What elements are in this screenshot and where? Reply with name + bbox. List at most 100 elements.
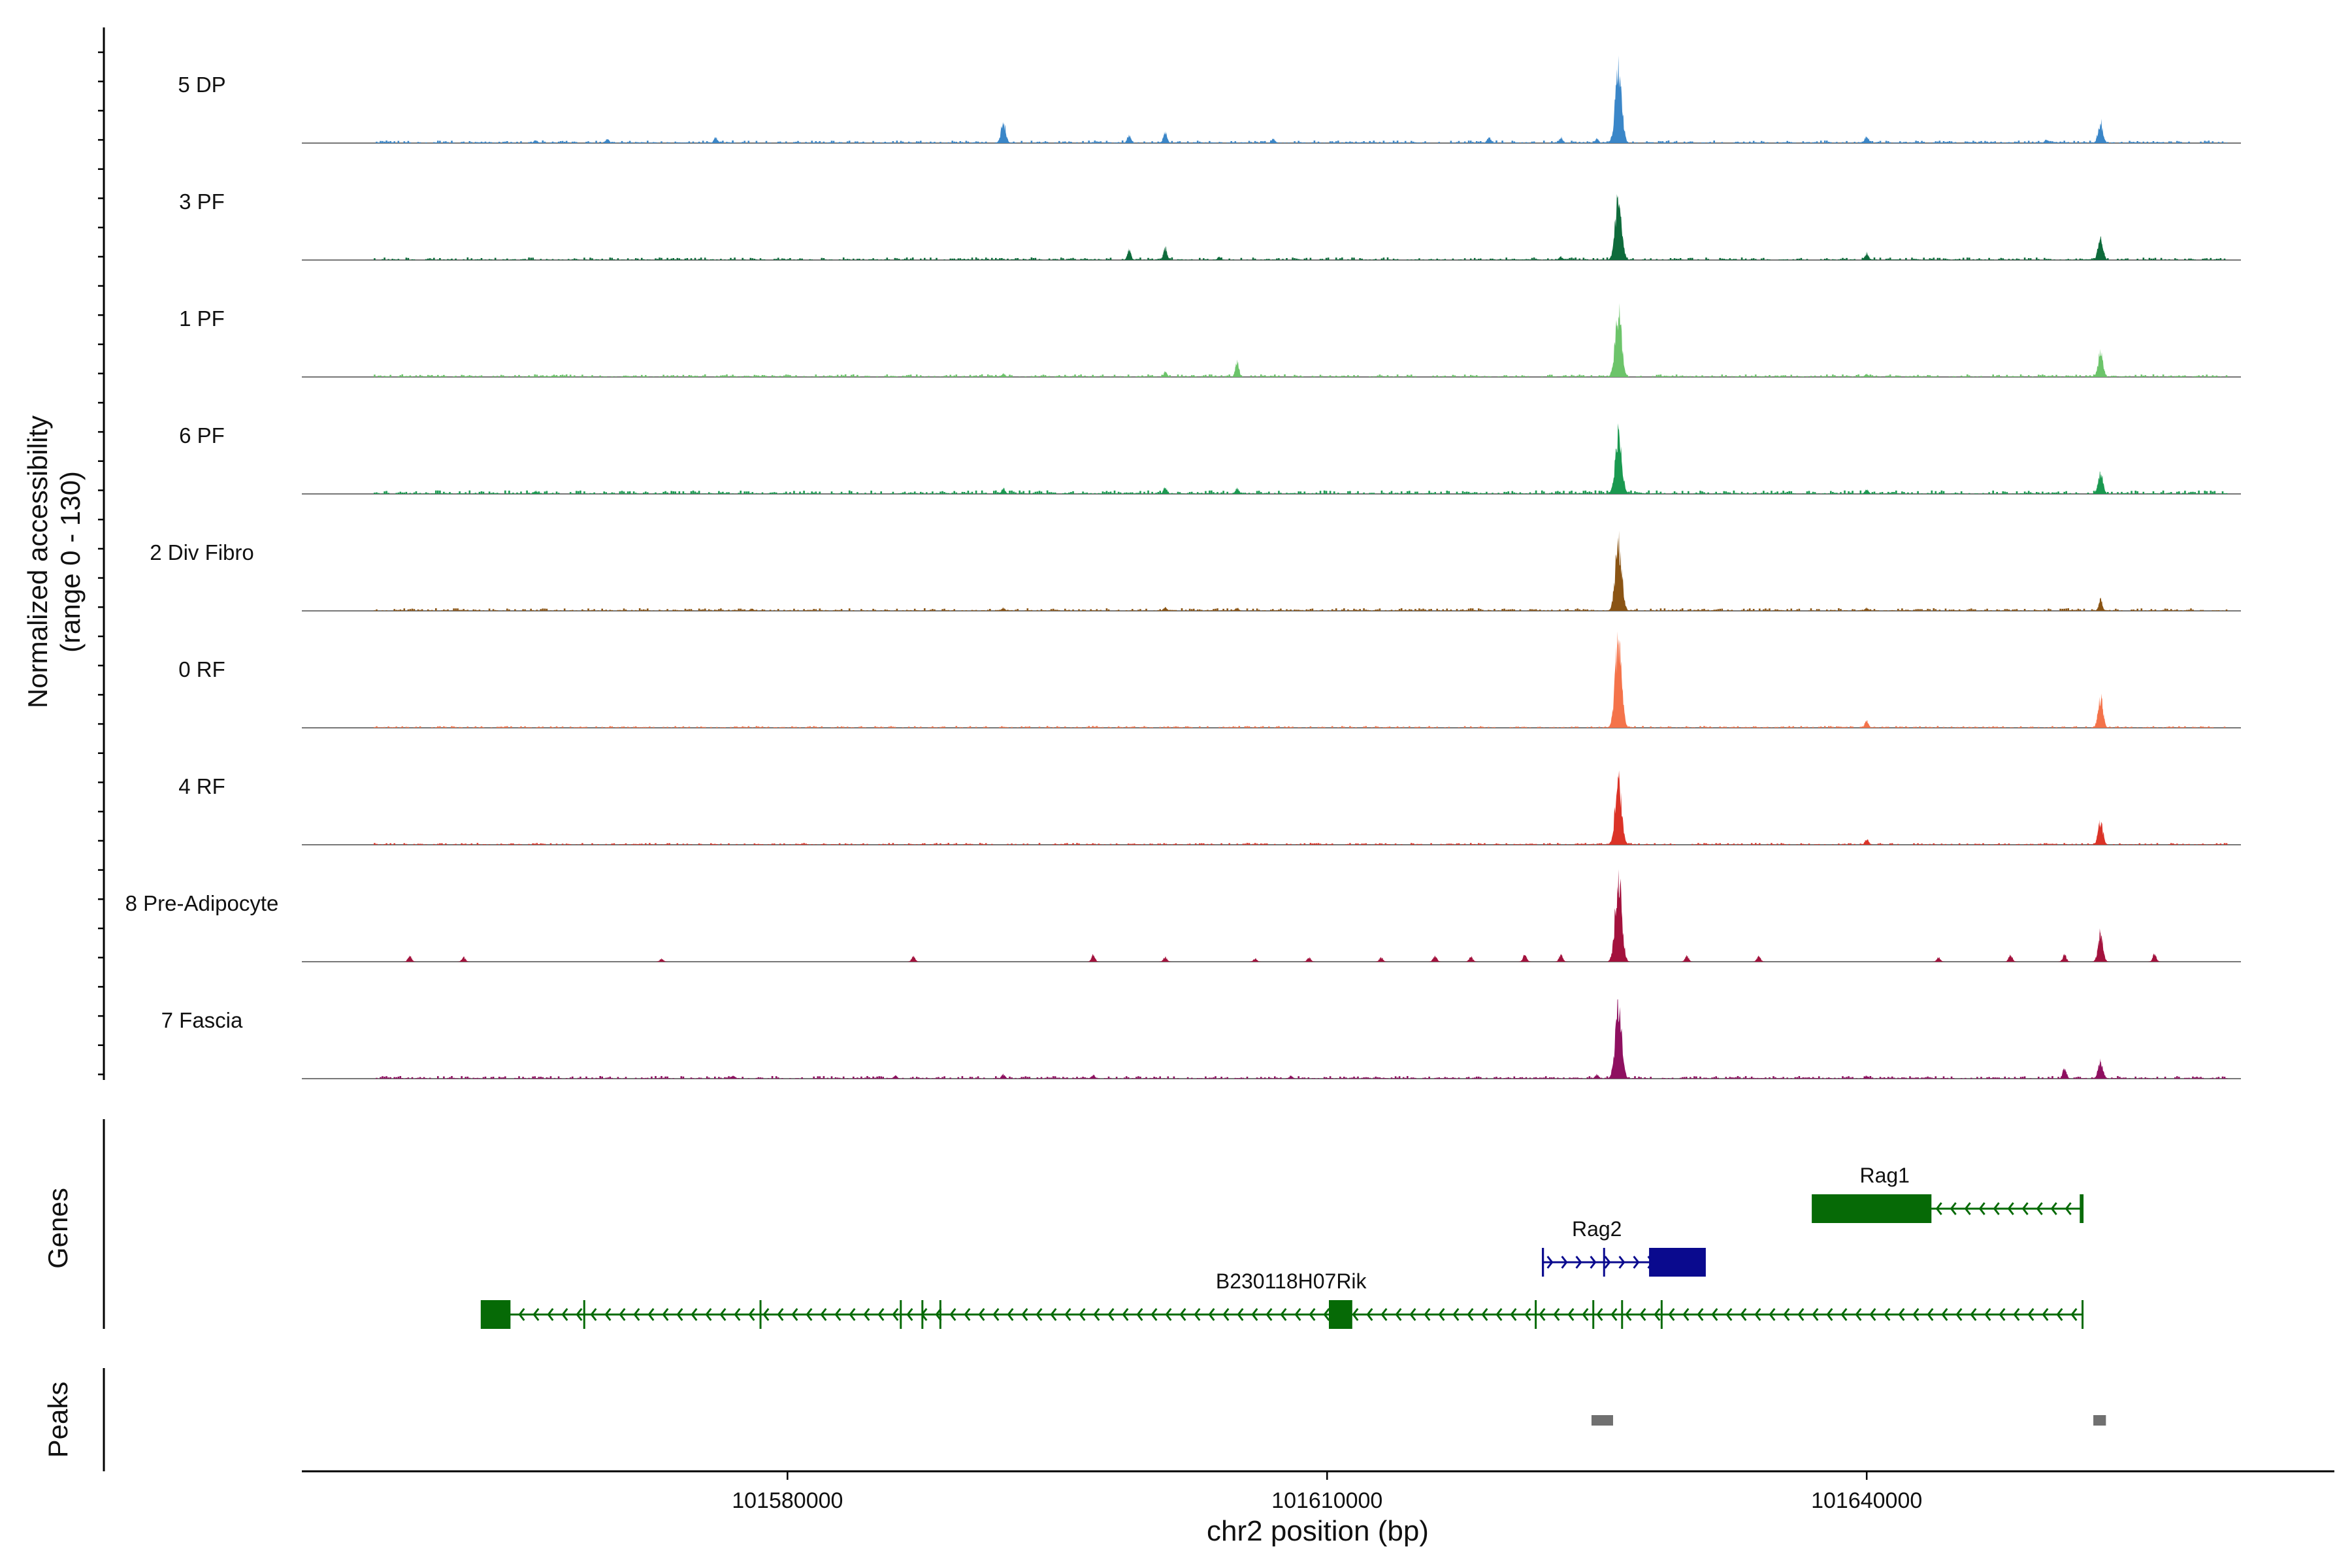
coverage-peak-6 bbox=[1158, 956, 1172, 962]
coverage-peak-4 bbox=[1231, 487, 1244, 494]
coverage-peak-6 bbox=[1860, 607, 1873, 611]
gene-b230118h07rik: B230118H07Rik bbox=[480, 1269, 2084, 1329]
gene-name-label: Rag2 bbox=[1572, 1217, 1622, 1241]
track-2-div-fibro: 2 Div Fibro bbox=[150, 531, 2241, 612]
exon bbox=[1812, 1194, 1932, 1223]
track-label: 0 RF bbox=[178, 657, 225, 681]
coverage-noise bbox=[376, 1076, 2228, 1079]
gene-rag1: Rag1 bbox=[1812, 1164, 2084, 1223]
coverage-tracks: 5 DP 3 PF 1 PF 6 PF 2 Div Fibro 0 RF 4 RF 8 Pre… bbox=[125, 56, 2241, 1079]
coverage-peak-1 bbox=[547, 374, 561, 377]
genes-track-label: Genes bbox=[42, 1188, 73, 1269]
coverage-peak-1 bbox=[1607, 770, 1629, 845]
y-axis-label-line-1: Normalized accessibility bbox=[22, 416, 53, 708]
coverage-peak-11 bbox=[1464, 956, 1478, 962]
coverage-noise bbox=[374, 726, 2226, 728]
coverage-peak-6 bbox=[1860, 252, 1873, 260]
coverage-peak-2 bbox=[997, 373, 1010, 377]
coverage-peak-3 bbox=[1158, 487, 1172, 494]
track-label: 3 PF bbox=[179, 189, 225, 214]
coverage-peak-2 bbox=[997, 607, 1010, 611]
track-0-rf: 0 RF bbox=[178, 631, 2241, 728]
gene-name-label: Rag1 bbox=[1859, 1164, 1910, 1187]
coverage-peak-4 bbox=[1231, 359, 1244, 377]
coverage-peak-5 bbox=[1607, 194, 1629, 260]
coverage-peak-6 bbox=[1860, 373, 1873, 377]
coverage-peak-6 bbox=[1590, 1073, 1603, 1079]
coverage-peak-17 bbox=[1932, 956, 1945, 962]
peak-track bbox=[1591, 1415, 2106, 1426]
coverage-peak-5 bbox=[1086, 954, 1100, 962]
coverage-peak-7 bbox=[1249, 958, 1262, 962]
coverage-noise bbox=[374, 608, 2228, 611]
coverage-peak-21 bbox=[2148, 953, 2161, 962]
track-8-pre-adipocyte: 8 Pre-Adipocyte bbox=[125, 869, 2241, 962]
exon bbox=[1329, 1300, 1352, 1329]
coverage-peak-5 bbox=[1607, 531, 1629, 611]
coverage-peak-1 bbox=[745, 608, 758, 611]
coverage-peak-18 bbox=[2004, 954, 2017, 962]
peak-region bbox=[2093, 1415, 2106, 1426]
coverage-peak-2 bbox=[601, 139, 614, 143]
coverage-peak-20 bbox=[2092, 928, 2109, 962]
coverage-peak-2 bbox=[1860, 839, 1873, 845]
coverage-peak-2 bbox=[997, 487, 1010, 494]
coverage-peak-2 bbox=[889, 1075, 902, 1079]
track-label: 5 DP bbox=[178, 73, 225, 97]
track-label: 1 PF bbox=[179, 306, 225, 331]
coverage-peak-9 bbox=[2058, 1068, 2071, 1079]
gene-annotation-track: B230118H07Rik Rag2 Rag1 bbox=[480, 1164, 2084, 1329]
coverage-peak-3 bbox=[1213, 256, 1226, 260]
x-tick-label: 101580000 bbox=[732, 1488, 843, 1513]
coverage-peak-9 bbox=[1375, 956, 1388, 962]
coverage-peak-3 bbox=[709, 137, 722, 143]
coverage-peak-10 bbox=[1428, 955, 1442, 962]
coverage-peak-4 bbox=[1554, 255, 1567, 260]
gene-name-label: B230118H07Rik bbox=[1216, 1269, 1367, 1293]
coverage-peak-13 bbox=[1554, 954, 1567, 962]
coverage-peak-5 bbox=[1122, 134, 1136, 143]
coverage-peak-12 bbox=[1518, 955, 1531, 962]
coverage-peak-4 bbox=[907, 955, 920, 962]
coverage-noise bbox=[374, 257, 2226, 260]
coverage-noise bbox=[376, 140, 2228, 143]
coverage-peak-10 bbox=[2092, 1058, 2109, 1079]
coverage-peak-7 bbox=[1267, 138, 1280, 143]
coverage-peak-7 bbox=[2092, 471, 2109, 494]
coverage-peak-8 bbox=[1860, 1075, 1873, 1079]
axes: 101580000 101610000 101640000 bbox=[98, 27, 2334, 1513]
coverage-peak-2 bbox=[1158, 246, 1172, 260]
coverage-peak-3 bbox=[997, 1073, 1010, 1079]
x-tick-label: 101640000 bbox=[1811, 1488, 1922, 1513]
coverage-peak-4 bbox=[995, 122, 1012, 143]
track-5-dp: 5 DP bbox=[178, 56, 2241, 144]
coverage-peak-1 bbox=[727, 1075, 740, 1079]
coverage-peak-2 bbox=[1860, 720, 1873, 728]
coverage-peak-3 bbox=[655, 958, 668, 962]
track-label: 8 Pre-Adipocyte bbox=[125, 891, 279, 915]
x-axis-title: chr2 position (bp) bbox=[1207, 1515, 1429, 1547]
exon bbox=[482, 1300, 511, 1329]
coverage-peak-8 bbox=[1482, 137, 1495, 143]
coverage-peak-1 bbox=[1607, 631, 1629, 728]
y-axis-label-line-2: (range 0 - 130) bbox=[55, 471, 86, 653]
coverage-peak-11 bbox=[1607, 56, 1629, 143]
coverage-peak-7 bbox=[1607, 999, 1629, 1079]
peak-region bbox=[1591, 1415, 1614, 1426]
coverage-peak-7 bbox=[2092, 236, 2109, 260]
coverage-peak-14 bbox=[1607, 869, 1629, 962]
coverage-peak-5 bbox=[1607, 423, 1629, 494]
coverage-peak-7 bbox=[2092, 348, 2109, 377]
coverage-peak-4 bbox=[1231, 607, 1244, 611]
coverage-peak-5 bbox=[1284, 1075, 1298, 1079]
coverage-peak-10 bbox=[1590, 138, 1603, 143]
coverage-peak-7 bbox=[2094, 597, 2107, 611]
gene-rag2: Rag2 bbox=[1542, 1217, 1706, 1277]
exon bbox=[1649, 1248, 1705, 1277]
coverage-peak-3 bbox=[2092, 819, 2109, 845]
coverage-peak-4 bbox=[1086, 1074, 1100, 1079]
coverage-peak-19 bbox=[2058, 953, 2071, 962]
coverage-peak-6 bbox=[1860, 489, 1873, 494]
coverage-peak-5 bbox=[1607, 302, 1629, 377]
track-label: 6 PF bbox=[179, 423, 225, 448]
